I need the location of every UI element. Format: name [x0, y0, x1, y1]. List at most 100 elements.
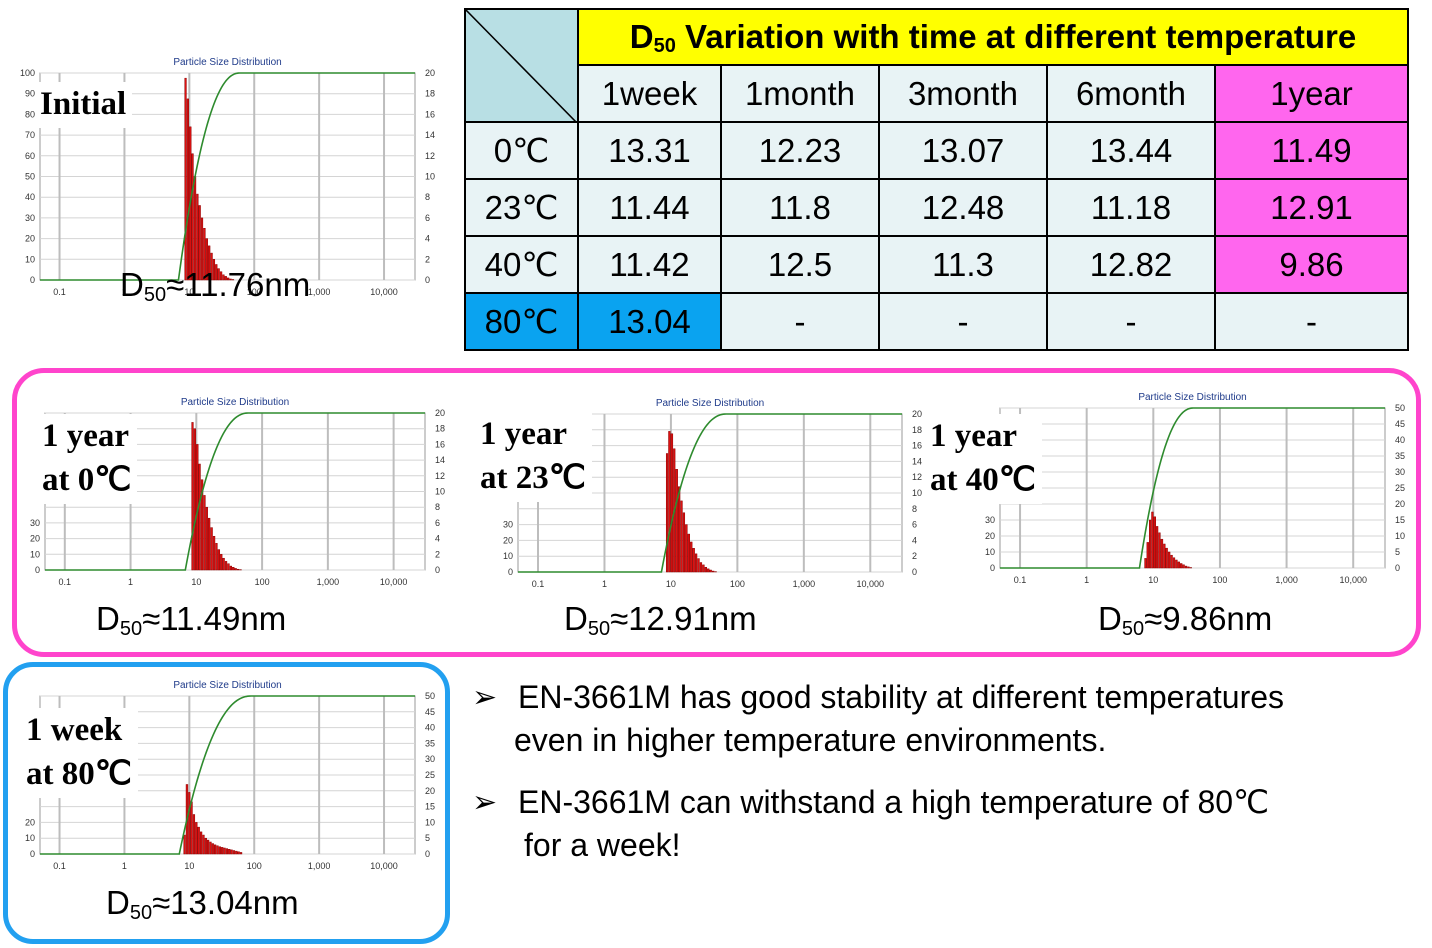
x-tick-label: 10,000: [857, 579, 885, 589]
table-cell: 11.42: [577, 235, 722, 294]
chart-title: Particle Size Distribution: [173, 57, 281, 68]
psd-chart-1year-40c: Particle Size Distribution 50 45 40 35 30 25 20…: [960, 386, 1410, 586]
histogram-bar: [219, 271, 223, 281]
x-tick-label: 1,000: [308, 861, 331, 871]
histogram-bar: [699, 562, 703, 573]
left-tick-label: 60: [25, 151, 35, 161]
histogram-bar: [212, 535, 216, 571]
label-1year-40c-line1: 1 year: [930, 418, 1018, 454]
x-tick-label: 10: [191, 577, 201, 587]
d50-23c-sub: 50: [587, 618, 611, 640]
right-tick-label: 35: [1395, 451, 1405, 461]
left-tick-label: 70: [25, 130, 35, 140]
histogram-bar: [205, 506, 208, 571]
col-header-6month: 6month: [1046, 64, 1216, 123]
right-tick-label: 16: [435, 439, 445, 449]
histogram-bar: [212, 259, 216, 281]
histogram-bar: [216, 845, 219, 855]
histogram-bar: [1180, 563, 1183, 569]
left-tick-label: 90: [25, 89, 35, 99]
right-tick-label: 16: [912, 441, 922, 451]
corner-diagonal: [466, 10, 577, 123]
histogram-bar: [213, 844, 217, 855]
d50-0c-value: ≈11.49nm: [142, 600, 287, 637]
histogram-bar: [198, 463, 201, 571]
histogram-bar: [1167, 551, 1171, 569]
left-tick-label: 10: [25, 833, 35, 843]
histogram-bar: [229, 278, 232, 281]
arrow-bullet-icon: ➢: [472, 681, 498, 714]
left-tick-label: 30: [985, 515, 995, 525]
right-tick-label: 8: [435, 502, 440, 512]
histogram-bar: [1156, 526, 1159, 569]
histogram-bar: [704, 567, 707, 573]
psd-chart-1year-40c-svg: Particle Size Distribution50454035302520…: [985, 392, 1405, 585]
row-temp-80c: 80℃: [464, 292, 579, 351]
table-cell: 12.48: [878, 178, 1048, 237]
right-tick-label: 14: [425, 130, 435, 140]
histogram-bar: [192, 814, 196, 855]
table-cell: 12.5: [720, 235, 880, 294]
table-row: 40℃ 11.42 12.5 11.3 12.82 9.86: [464, 235, 1409, 294]
table-title-sub: 50: [653, 35, 676, 57]
x-tick-label: 1: [122, 287, 127, 297]
table-cell: 11.44: [577, 178, 722, 237]
x-tick-label: 1: [1084, 575, 1089, 585]
d50-1year-0c: D50≈11.49nm: [96, 600, 287, 639]
d50-23c-prefix: D: [564, 600, 588, 637]
psd-chart-initial: Particle Size Distribution 20 18 16 14 12 10 8 6…: [0, 50, 450, 297]
col-header-3month: 3month: [878, 64, 1048, 123]
d50-23c-value: ≈12.91nm: [610, 600, 757, 637]
right-tick-label: 8: [912, 504, 917, 514]
one-year-results-frame: [12, 368, 1421, 657]
histogram-bar: [217, 268, 220, 281]
histogram-bar: [223, 847, 226, 855]
histogram-bar: [205, 238, 208, 281]
left-tick-label: 50: [25, 172, 35, 182]
histogram-bar: [697, 558, 700, 573]
right-tick-label: 20: [425, 68, 435, 78]
histogram-bar: [222, 557, 225, 571]
x-tick-label: 10: [184, 861, 194, 871]
right-tick-label: 30: [425, 754, 435, 764]
histogram-bar: [1165, 547, 1168, 569]
x-tick-label: 100: [247, 861, 262, 871]
x-tick-label: 10: [184, 287, 194, 297]
histogram-bar: [239, 852, 243, 855]
histogram-bar: [678, 486, 681, 573]
table-cell-1year: 9.86: [1214, 235, 1409, 294]
arrow-bullet-icon: ➢: [472, 786, 498, 819]
x-tick-label: 1,000: [793, 579, 816, 589]
histogram-bar: [227, 277, 230, 281]
histogram-bar: [224, 276, 227, 281]
histogram-bar: [237, 851, 240, 855]
right-tick-label: 30: [1395, 467, 1405, 477]
histogram-bar: [230, 849, 233, 855]
table-cell: 13.44: [1046, 121, 1216, 180]
histogram-bar: [235, 850, 238, 855]
histogram-bar: [210, 527, 213, 571]
d50-40c-sub: 50: [1121, 618, 1145, 640]
histogram-bar: [184, 77, 187, 281]
histogram-bar: [1170, 554, 1173, 569]
histogram-bar: [675, 469, 678, 573]
table-corner-cell: [464, 8, 579, 123]
right-tick-label: 35: [425, 738, 435, 748]
right-tick-label: 20: [1395, 499, 1405, 509]
right-tick-label: 18: [425, 89, 435, 99]
histogram-bar: [1177, 561, 1180, 569]
histogram-bar: [200, 217, 204, 281]
right-tick-label: 15: [425, 802, 435, 812]
right-tick-label: 12: [435, 471, 445, 481]
conclusion-bullets: ➢ EN-3661M has good stability at differe…: [472, 676, 1284, 886]
left-tick-label: 80: [25, 109, 35, 119]
histogram-bar: [193, 176, 197, 281]
histogram-bar: [215, 543, 218, 571]
left-tick-label: 20: [25, 817, 35, 827]
right-tick-label: 50: [425, 691, 435, 701]
histogram-bar: [692, 548, 695, 573]
d50-table: D50 Variation with time at different tem…: [464, 8, 1409, 351]
histogram-bar: [236, 568, 240, 571]
d50-40c-prefix: D: [1098, 600, 1122, 637]
d50-0c-prefix: D: [96, 600, 120, 637]
